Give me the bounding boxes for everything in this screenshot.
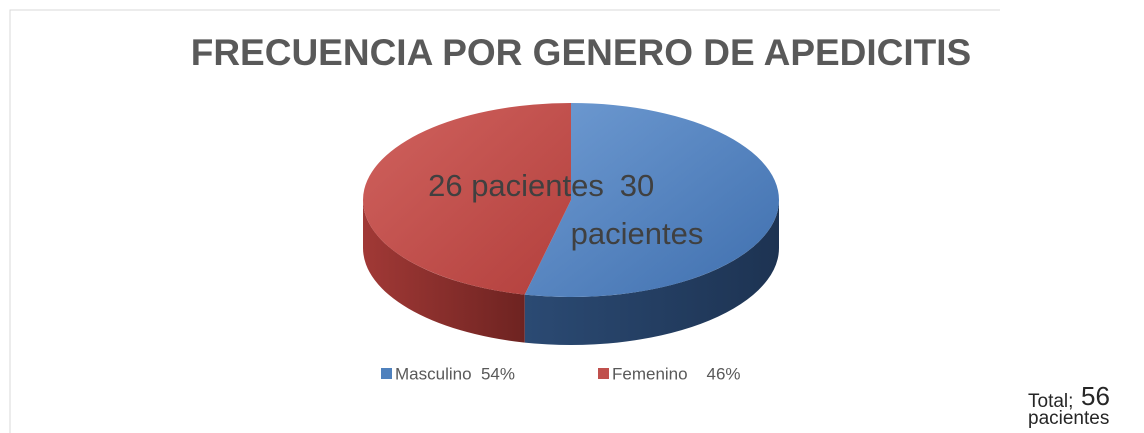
pie-slice	[524, 103, 780, 298]
pie-slice-side	[363, 200, 525, 343]
data-label: 30 pacientes	[570, 168, 704, 251]
pie-slice-side	[524, 200, 780, 345]
legend-swatch	[598, 368, 609, 379]
legend-label: Masculino 54%	[395, 364, 515, 383]
legend-label: Femenino 46%	[612, 364, 741, 383]
total-value: 56	[1081, 381, 1110, 411]
total-unit: pacientes	[1028, 408, 1109, 429]
chart-title: FRECUENCIA POR GENERO DE APEDICITIS	[191, 32, 972, 73]
total-label: Total;	[1028, 391, 1073, 412]
data-label: 26 pacientes	[428, 168, 604, 203]
legend-swatch	[381, 368, 392, 379]
pie-slice	[363, 103, 571, 295]
chart-frame	[9, 9, 1000, 433]
